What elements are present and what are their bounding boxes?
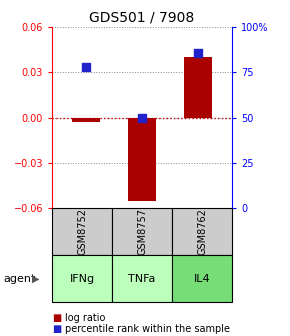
Text: log ratio: log ratio [65, 312, 106, 323]
Text: ■: ■ [52, 324, 61, 334]
Bar [72, 118, 100, 122]
Text: IFNg: IFNg [70, 274, 95, 284]
Text: GSM8757: GSM8757 [137, 208, 147, 255]
Point [140, 115, 144, 120]
Bar [52, 255, 112, 302]
Text: percentile rank within the sample: percentile rank within the sample [65, 324, 230, 334]
Title: GDS501 / 7908: GDS501 / 7908 [90, 10, 195, 24]
Text: agent: agent [3, 274, 35, 284]
Bar [172, 208, 232, 255]
Bar [112, 208, 172, 255]
Bar [184, 57, 212, 118]
Bar [128, 118, 156, 201]
Bar [172, 255, 232, 302]
Text: ■: ■ [52, 312, 61, 323]
Bar [52, 208, 112, 255]
Text: ▶: ▶ [32, 274, 39, 284]
Text: GSM8762: GSM8762 [197, 208, 207, 255]
Point [196, 50, 201, 56]
Text: IL4: IL4 [194, 274, 210, 284]
Bar [112, 255, 172, 302]
Point [84, 64, 88, 70]
Text: GSM8752: GSM8752 [77, 208, 87, 255]
Text: TNFa: TNFa [128, 274, 156, 284]
